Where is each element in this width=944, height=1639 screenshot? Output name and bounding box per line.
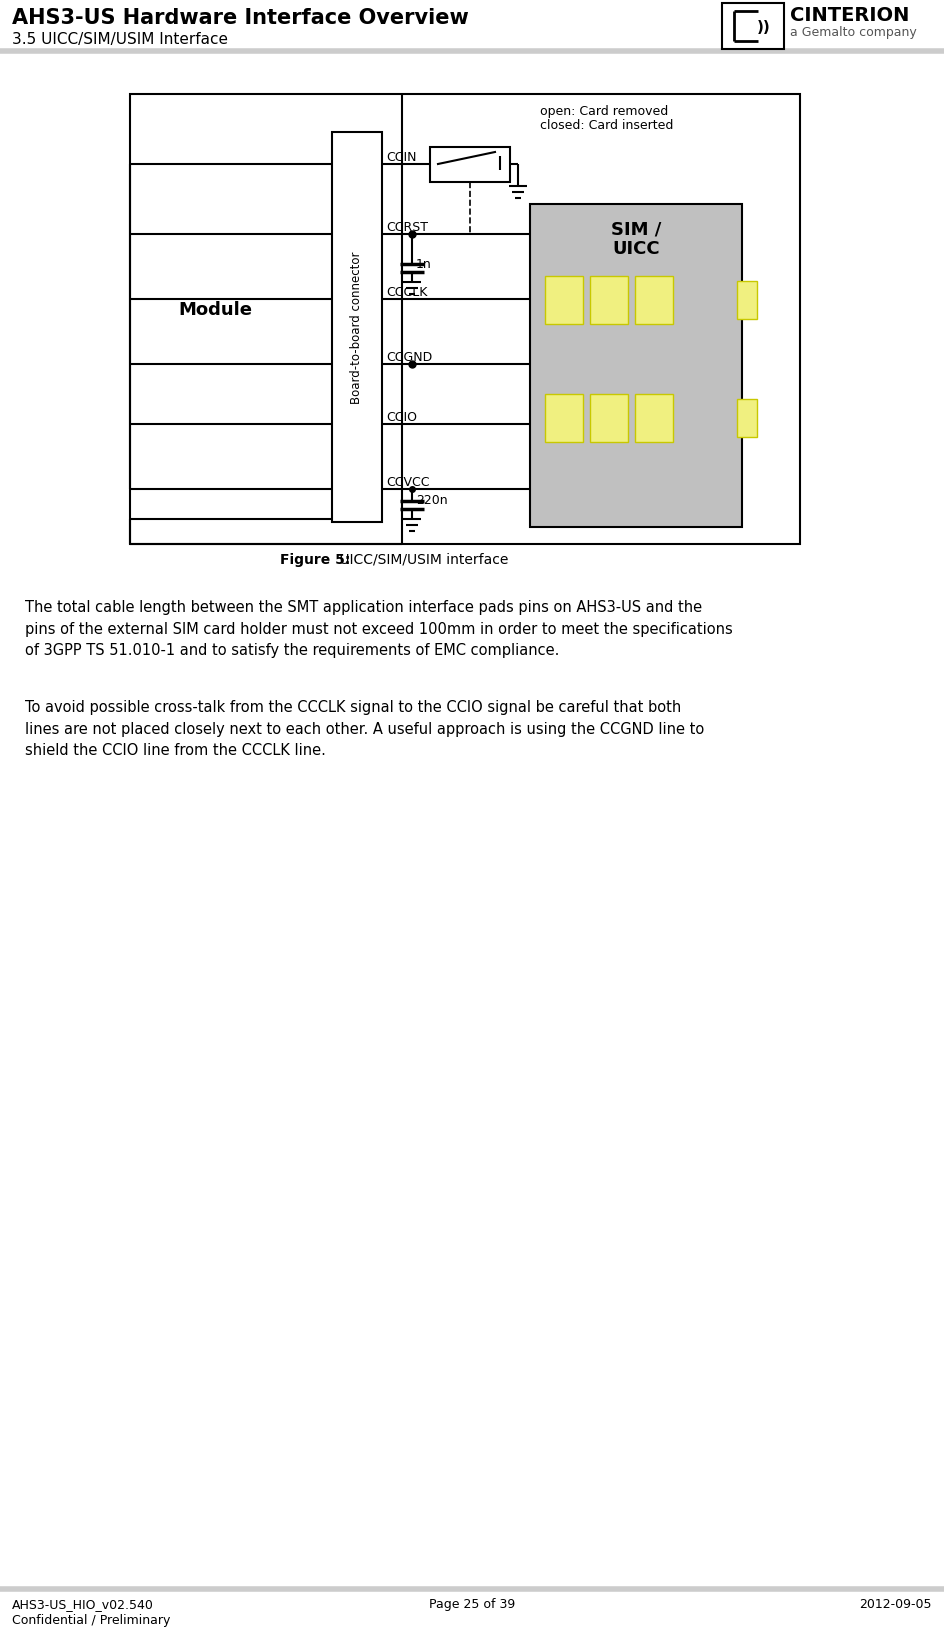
Text: CCIN: CCIN: [386, 151, 416, 164]
Text: closed: Card inserted: closed: Card inserted: [540, 120, 673, 131]
Bar: [635, 277, 673, 325]
Text: 2012-09-05: 2012-09-05: [859, 1596, 932, 1609]
Text: 3.5 UICC/SIM/USIM Interface: 3.5 UICC/SIM/USIM Interface: [12, 33, 228, 48]
Text: CCCLK: CCCLK: [386, 285, 428, 298]
Bar: [590, 277, 628, 325]
Text: 220n: 220n: [416, 493, 447, 506]
Bar: [722, 3, 784, 49]
Bar: [430, 148, 510, 184]
Bar: [590, 395, 628, 443]
Bar: [530, 205, 742, 528]
Text: To avoid possible cross-talk from the CCCLK signal to the CCIO signal be careful: To avoid possible cross-talk from the CC…: [25, 700, 704, 757]
Bar: [737, 282, 757, 320]
Bar: [737, 400, 757, 438]
Text: Confidential / Preliminary: Confidential / Preliminary: [12, 1613, 170, 1626]
Text: UICC: UICC: [613, 239, 660, 257]
Text: UICC/SIM/USIM interface: UICC/SIM/USIM interface: [335, 552, 509, 567]
Text: CCVCC: CCVCC: [386, 475, 430, 488]
Text: AHS3-US_HIO_v02.540: AHS3-US_HIO_v02.540: [12, 1596, 154, 1609]
Bar: [545, 395, 583, 443]
Text: CCGND: CCGND: [386, 351, 432, 364]
Bar: [332, 133, 382, 523]
Text: CINTERION: CINTERION: [790, 7, 909, 25]
Text: CCIO: CCIO: [386, 411, 417, 425]
Text: open: Card removed: open: Card removed: [540, 105, 668, 118]
Bar: [635, 395, 673, 443]
Text: )): )): [757, 20, 770, 36]
Text: Page 25 of 39: Page 25 of 39: [429, 1596, 515, 1609]
Text: Module: Module: [178, 302, 252, 320]
Text: SIM /: SIM /: [611, 220, 661, 238]
Bar: [545, 277, 583, 325]
Text: Board-to-board connector: Board-to-board connector: [350, 252, 363, 403]
Bar: [130, 95, 800, 544]
Text: CCRST: CCRST: [386, 221, 428, 234]
Text: Figure 5:: Figure 5:: [280, 552, 355, 567]
Text: AHS3-US Hardware Interface Overview: AHS3-US Hardware Interface Overview: [12, 8, 469, 28]
Text: The total cable length between the SMT application interface pads pins on AHS3-U: The total cable length between the SMT a…: [25, 600, 733, 657]
Text: a Gemalto company: a Gemalto company: [790, 26, 917, 39]
Text: 1n: 1n: [416, 259, 431, 272]
